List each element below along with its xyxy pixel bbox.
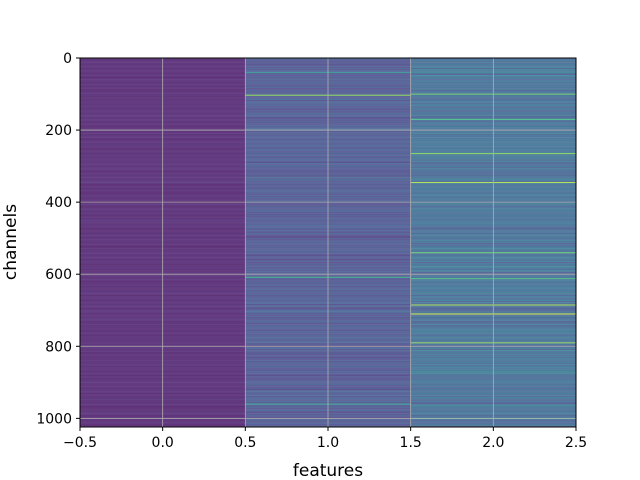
- x-tick-label: 2.0: [482, 435, 504, 451]
- y-tick-label: 0: [63, 51, 72, 67]
- y-tick-label: 400: [45, 195, 72, 211]
- y-tick-label: 800: [45, 339, 72, 355]
- x-tick-label: 1.0: [317, 435, 339, 451]
- y-axis-label: channels: [1, 204, 21, 280]
- x-tick-label: 1.5: [400, 435, 422, 451]
- y-tick-label: 200: [45, 123, 72, 139]
- y-tick-label: 600: [45, 267, 72, 283]
- x-axis-label: features: [293, 461, 363, 480]
- x-axis-ticks: −0.5 0.0 0.5 1.0 1.5 2.0 2.5: [63, 427, 587, 451]
- x-tick-label: 2.5: [565, 435, 587, 451]
- x-tick-label: 0.0: [152, 435, 174, 451]
- x-tick-label: −0.5: [63, 435, 97, 451]
- y-tick-label: 1000: [36, 411, 72, 427]
- y-axis-ticks: 0 200 400 600 800 1000: [36, 51, 80, 427]
- x-tick-label: 0.5: [234, 435, 256, 451]
